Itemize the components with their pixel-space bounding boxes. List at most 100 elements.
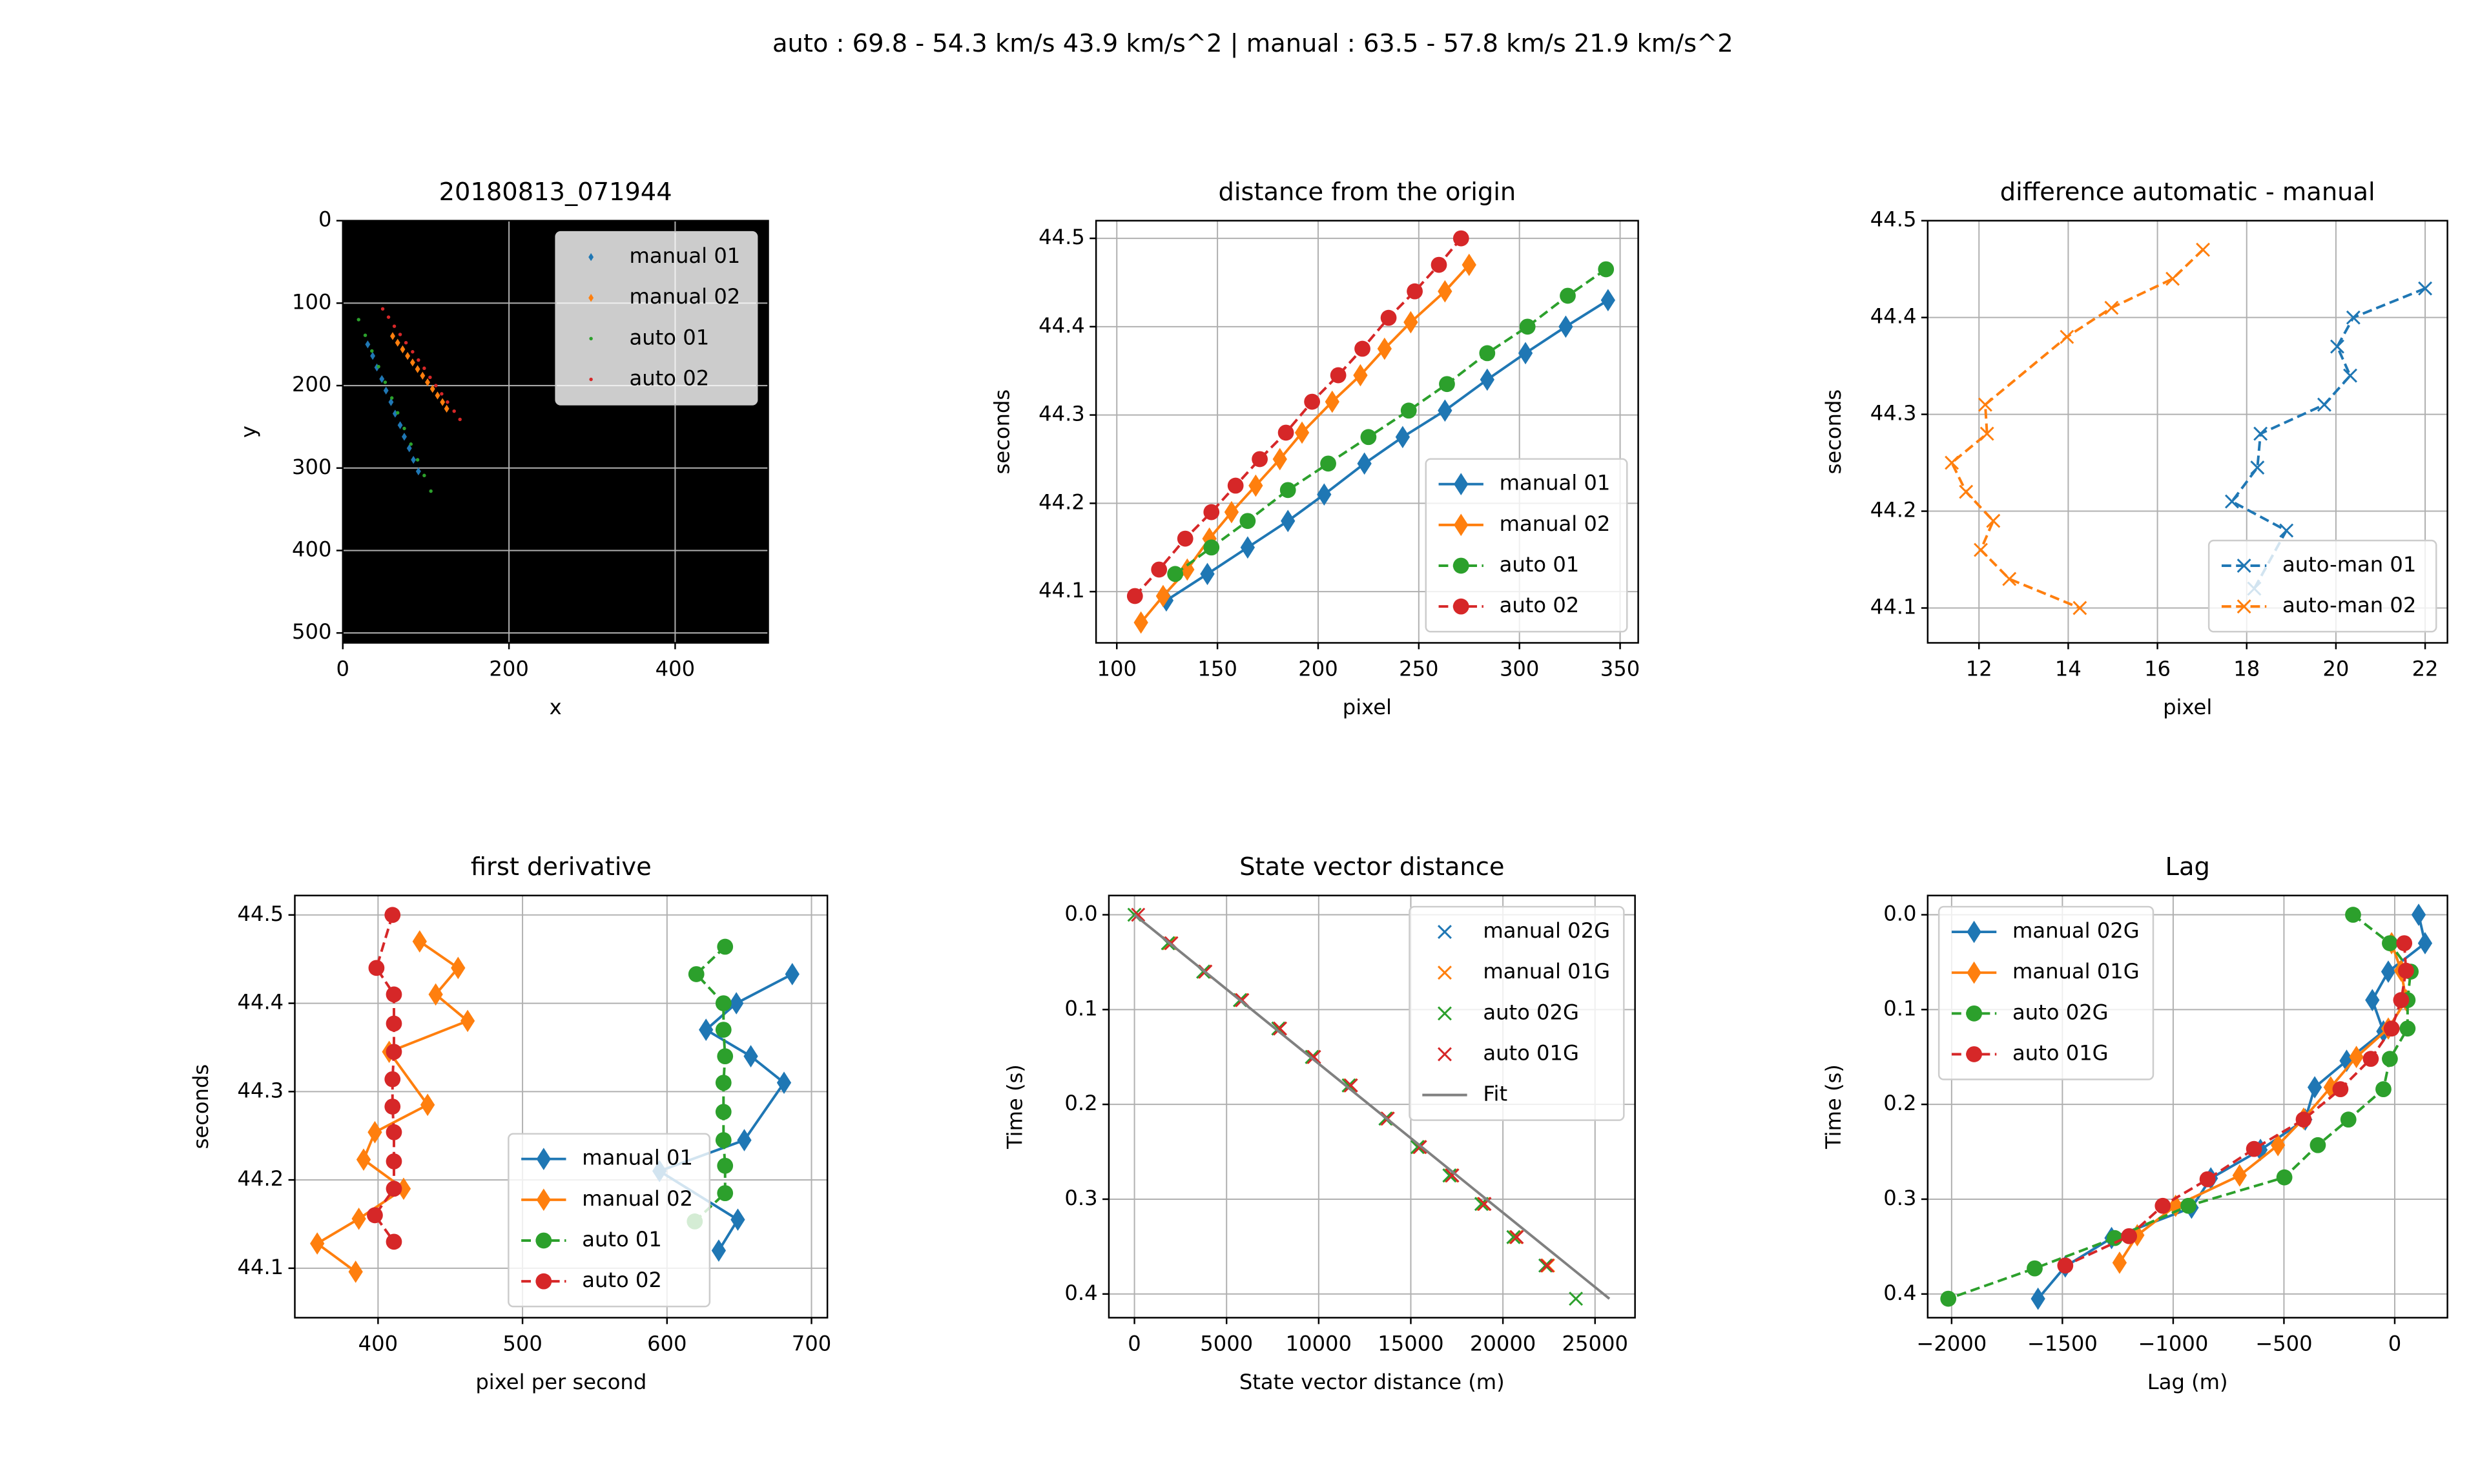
marker (384, 1071, 401, 1087)
marker (2253, 426, 2268, 441)
y-tick-label: 44.1 (1038, 578, 1085, 603)
legend-marker (2237, 599, 2251, 614)
y-tick-label: 44.5 (1870, 207, 1917, 232)
marker (2031, 1287, 2045, 1310)
marker (730, 1208, 745, 1231)
marker (2196, 242, 2210, 257)
subplot-title: first derivative (471, 852, 652, 881)
marker (2199, 1171, 2216, 1188)
legend-marker (1966, 1005, 1982, 1022)
legend-label: manual 02 (1500, 511, 1611, 536)
legend-label: manual 01 (1500, 471, 1611, 495)
marker (1445, 1168, 1460, 1183)
marker (396, 1177, 411, 1201)
marker (688, 966, 705, 982)
legend-label: auto 02G (2012, 1000, 2109, 1024)
x-tick-label: 25000 (1562, 1332, 1628, 1356)
series-line (2229, 287, 2426, 590)
marker (409, 442, 413, 446)
marker (428, 983, 443, 1006)
marker (1343, 1078, 1358, 1093)
legend-marker (1452, 557, 1469, 574)
y-axis-label: seconds (1821, 389, 1846, 475)
axes-frame (1095, 220, 1639, 644)
y-tick-label: 100 (292, 289, 331, 314)
marker (1598, 261, 1615, 278)
x-tick-label: 600 (647, 1332, 687, 1356)
y-tick-label: 44.1 (1870, 594, 1917, 619)
marker (386, 1153, 402, 1170)
marker (2104, 300, 2119, 315)
marker (1410, 1140, 1425, 1155)
marker (1281, 510, 1296, 533)
marker (390, 332, 395, 340)
marker (715, 1104, 732, 1120)
marker (1252, 451, 1268, 468)
marker (2346, 310, 2361, 325)
marker (2250, 460, 2265, 475)
x-tick-label: 100 (1097, 657, 1137, 681)
marker (1438, 399, 1452, 422)
legend-label: auto 01G (2012, 1040, 2109, 1065)
marker (2398, 962, 2414, 979)
marker (2276, 1169, 2293, 1186)
legend-label: manual 01G (2012, 959, 2140, 984)
x-tick-label: −1000 (2138, 1332, 2208, 1356)
x-tick-label: 250 (1399, 657, 1438, 681)
subplot: −2000 −1500 −1000 −500 0 0.0 0.1 0.2 0.3 0.4 Lag La… (1821, 852, 2448, 1394)
legend-box (508, 1133, 711, 1308)
legend-marker (589, 336, 593, 341)
marker (1203, 504, 1220, 520)
marker (356, 1148, 371, 1171)
marker (1131, 907, 1146, 922)
marker (2343, 368, 2357, 383)
marker (422, 366, 426, 371)
marker (1959, 484, 1974, 499)
y-tick-label: 44.2 (238, 1166, 284, 1191)
y-axis-label: seconds (990, 389, 1015, 475)
marker (2060, 329, 2074, 344)
marker (1945, 455, 1959, 470)
legend-box (555, 231, 758, 406)
marker (1240, 536, 1256, 559)
marker (2154, 1197, 2171, 1214)
marker (737, 1129, 752, 1151)
marker (370, 351, 376, 360)
x-tick-label: 0 (1128, 1332, 1141, 1356)
marker (1341, 1078, 1356, 1093)
marker (2365, 989, 2380, 1011)
x-tick-label: 0 (336, 657, 349, 681)
marker (1248, 474, 1263, 497)
x-tick-label: 700 (792, 1332, 831, 1356)
marker (1330, 367, 1347, 384)
marker (1558, 315, 1573, 338)
y-tick-label: 0.1 (1064, 996, 1097, 1020)
marker (1272, 1021, 1287, 1036)
x-tick-label: 300 (1500, 657, 1539, 681)
marker (715, 1132, 732, 1148)
legend-marker (1967, 961, 1981, 984)
y-tick-label: 0.0 (1064, 902, 1097, 926)
subplot-title: State vector distance (1239, 852, 1504, 881)
legend-label: manual 01G (1483, 959, 1610, 984)
marker (356, 318, 360, 322)
y-tick-label: 0.0 (1883, 902, 1916, 926)
x-axis-label: pixel (2163, 695, 2212, 719)
marker (1400, 402, 1417, 419)
axes-frame (1927, 894, 2448, 1319)
legend-marker (536, 1148, 551, 1171)
marker (367, 1207, 383, 1224)
legend-marker (536, 1188, 551, 1211)
y-tick-label: 200 (292, 372, 331, 397)
marker (420, 371, 426, 380)
y-tick-label: 44.3 (238, 1078, 284, 1102)
marker (397, 421, 403, 429)
marker (417, 358, 420, 362)
marker (2224, 494, 2239, 509)
series-line (1165, 299, 1609, 602)
marker (458, 417, 462, 422)
marker (1277, 424, 1294, 441)
marker (1126, 588, 1143, 604)
x-tick-label: 10000 (1286, 1332, 1352, 1356)
marker (1538, 1258, 1553, 1273)
